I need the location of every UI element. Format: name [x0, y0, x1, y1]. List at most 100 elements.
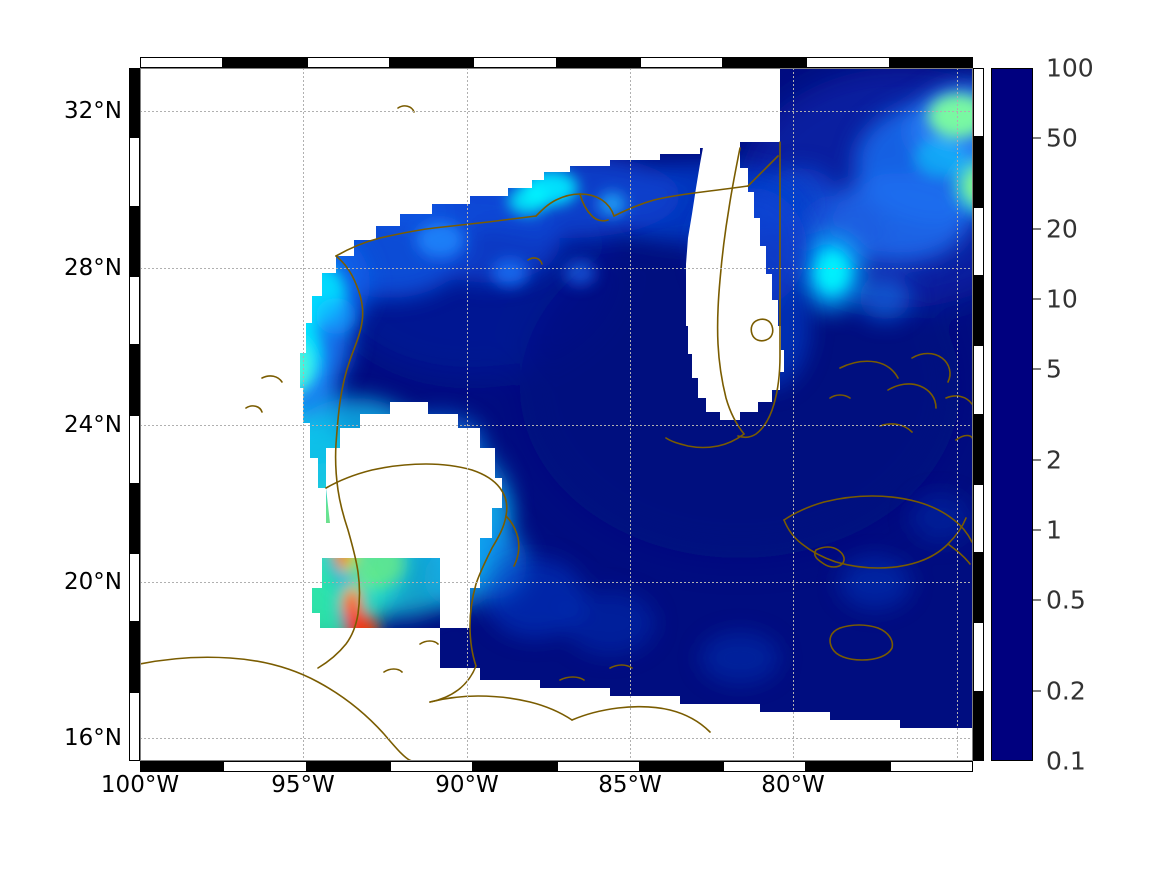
coast-cuba-north [783, 495, 973, 543]
colorbar-label-0.1: 0.1 [1046, 746, 1086, 776]
ytick-label-0: 32°N [64, 98, 122, 124]
coast-florida-keys [665, 433, 745, 449]
colorbar-tick-50 [1033, 137, 1041, 139]
frame-segment [129, 692, 140, 761]
frame-segment [473, 761, 557, 772]
coast-yucatan [325, 463, 508, 667]
frame-segment [129, 553, 140, 622]
coast-honduras [429, 695, 573, 721]
island-cay-7 [527, 257, 543, 265]
coast-cuba-east [947, 543, 971, 565]
yucatan-bank-field [485, 558, 655, 655]
frame-segment [223, 761, 307, 772]
frame-segment [973, 207, 984, 276]
coast-panhandle [747, 155, 779, 187]
frame-segment [640, 57, 723, 68]
ytick-label-3: 20°N [64, 569, 122, 595]
frame-segment [390, 761, 473, 772]
colorbar-tick-20 [1033, 228, 1041, 230]
coast-delta [579, 193, 609, 222]
frame-segment [129, 345, 140, 415]
island-cay-2 [419, 640, 439, 645]
data-raster-layer [140, 68, 973, 761]
map-axes[interactable] [140, 68, 973, 761]
frame-segment [973, 345, 984, 415]
landmask-florida [686, 142, 784, 420]
island-jamaica [829, 624, 894, 661]
coast-bahamas-5 [879, 423, 913, 433]
colorbar-label-100: 100 [1046, 53, 1094, 83]
frame-segment [473, 57, 557, 68]
frame-segment [140, 761, 223, 772]
frame-segment [973, 484, 984, 553]
atlantic-bright-spots [814, 94, 973, 294]
frame-segment [129, 207, 140, 276]
frame-segment [223, 57, 307, 68]
frame-segment [806, 761, 890, 772]
island-cay-6 [245, 405, 263, 413]
coast-cuba-isla [813, 546, 845, 568]
coast-bahamas-4 [945, 395, 973, 405]
frame-segment [557, 57, 640, 68]
frame-segment [129, 622, 140, 692]
coastline-layer [140, 105, 973, 761]
coast-bahamas-7 [955, 434, 973, 441]
caribbean-faint [700, 494, 970, 684]
coast-florida-east [737, 141, 781, 439]
frame-segment [973, 137, 984, 207]
frame-segment [973, 622, 984, 692]
frame-segment [390, 57, 473, 68]
island-cay-1 [383, 668, 403, 673]
island-cay-5 [261, 375, 283, 383]
xtick-label-4: 80°W [761, 772, 825, 798]
landmask-mexico-interior [140, 628, 480, 761]
frame-segment [973, 68, 984, 137]
coast-bahamas-6 [829, 394, 851, 399]
coast-nicaragua [571, 705, 711, 733]
coast-texas-mexico [317, 255, 364, 669]
frame-segment [140, 57, 223, 68]
colorbar-label-1: 1 [1046, 515, 1062, 545]
coast-bahamas-3 [911, 352, 951, 383]
coast-bahamas-1 [839, 360, 899, 379]
map-frame-right [973, 68, 984, 761]
colorbar-tick-0.2 [1033, 690, 1041, 692]
frame-segment [129, 415, 140, 484]
lake-okeechobee [750, 318, 774, 342]
colorbar-label-5: 5 [1046, 354, 1062, 384]
colorbar-tick-1 [1033, 529, 1041, 531]
frame-segment [129, 68, 140, 137]
coast-louisiana [535, 193, 615, 217]
frame-segment [129, 484, 140, 553]
colorbar[interactable] [991, 68, 1033, 761]
map-frame-top [140, 57, 973, 68]
frame-segment [973, 415, 984, 484]
landmask-north-america [140, 68, 780, 761]
colorbar-label-0.2: 0.2 [1046, 676, 1086, 706]
colorbar-gradient [992, 69, 1032, 760]
coast-yucatan-east [505, 515, 520, 567]
island-cay-3 [559, 676, 585, 681]
ytick-label-1: 28°N [64, 255, 122, 281]
map-frame-bottom [140, 761, 973, 772]
ytick-label-4: 16°N [64, 725, 122, 751]
land-mask-layer [140, 68, 973, 761]
xtick-label-2: 90°W [435, 772, 499, 798]
frame-segment [723, 57, 806, 68]
xtick-label-0: 100°W [100, 772, 180, 798]
ytick-label-2: 24°N [64, 412, 122, 438]
frame-segment [307, 57, 390, 68]
colorbar-tick-10 [1033, 298, 1041, 300]
coast-bahamas-2 [887, 383, 937, 409]
colorbar-label-0.5: 0.5 [1046, 585, 1086, 615]
landmask-south-gap [440, 668, 973, 761]
xtick-label-3: 85°W [598, 772, 662, 798]
colorbar-tick-5 [1033, 368, 1041, 370]
coast-cuba-south [783, 517, 967, 569]
frame-segment [640, 761, 723, 772]
island-cay-8 [397, 105, 415, 113]
frame-segment [806, 57, 890, 68]
map-clip-region [140, 68, 973, 761]
island-cay-4 [609, 664, 633, 669]
